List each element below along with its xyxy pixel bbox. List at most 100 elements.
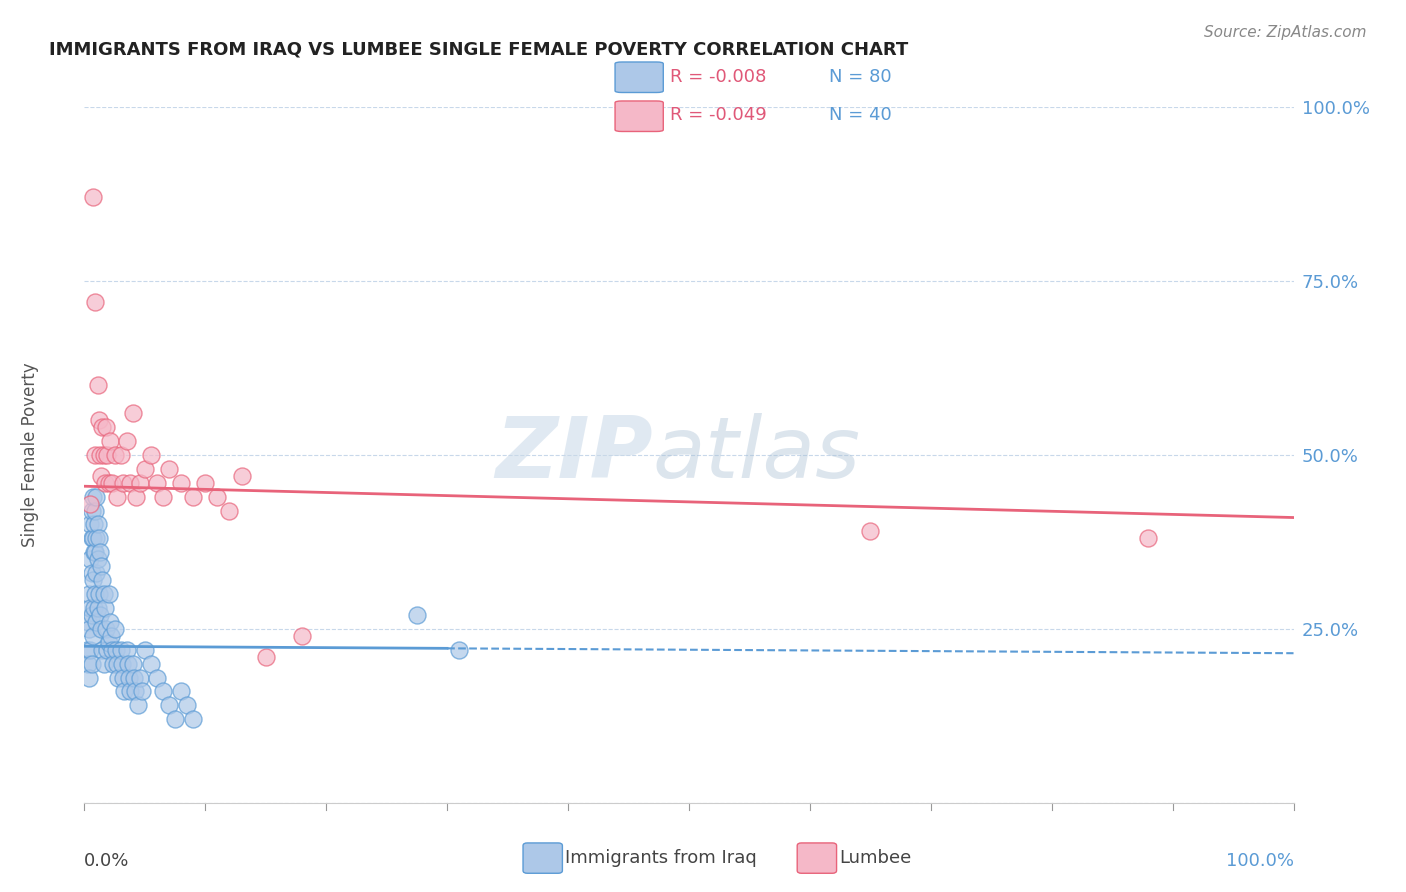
Point [104, 642, 127, 657]
Point [124, 684, 146, 698]
Point [254, 649, 277, 664]
Point [82, 573, 104, 587]
Text: Single Female Poverty: Single Female Poverty [21, 363, 39, 547]
FancyBboxPatch shape [614, 62, 664, 93]
Point [80, 532, 103, 546]
Point [170, 475, 193, 490]
Point [97, 636, 120, 650]
Point [107, 671, 129, 685]
Point [118, 671, 141, 685]
Point [115, 642, 138, 657]
Point [91, 420, 114, 434]
Point [79, 552, 101, 566]
Point [83, 517, 105, 532]
Point [77, 615, 100, 629]
Point [127, 698, 149, 713]
Point [91, 573, 114, 587]
Point [125, 490, 148, 504]
Point [91, 642, 114, 657]
Text: Lumbee: Lumbee [839, 849, 911, 867]
Point [139, 448, 162, 462]
Point [181, 490, 204, 504]
Point [82, 490, 104, 504]
Point [93, 657, 115, 671]
Point [104, 448, 127, 462]
Point [97, 475, 120, 490]
Point [84, 448, 107, 462]
Point [101, 642, 124, 657]
Point [105, 657, 128, 671]
Point [103, 657, 125, 671]
Point [93, 587, 115, 601]
Point [79, 642, 101, 657]
Point [87, 413, 110, 427]
Point [82, 190, 104, 204]
Point [131, 684, 153, 698]
Point [105, 490, 128, 504]
Point [80, 503, 103, 517]
Point [121, 406, 143, 420]
Point [84, 503, 107, 517]
Point [94, 622, 117, 636]
Point [86, 552, 108, 566]
Point [94, 475, 117, 490]
Point [89, 448, 111, 462]
Point [176, 698, 198, 713]
Text: Immigrants from Iraq: Immigrants from Iraq [565, 849, 756, 867]
Point [117, 657, 139, 671]
Point [84, 294, 107, 309]
Text: Source: ZipAtlas.com: Source: ZipAtlas.com [1204, 25, 1367, 40]
Point [139, 657, 162, 671]
Point [152, 684, 174, 698]
Point [115, 434, 138, 448]
Point [98, 615, 121, 629]
Point [82, 629, 104, 643]
Point [77, 587, 100, 601]
Point [77, 671, 100, 685]
Point [79, 497, 101, 511]
Point [97, 587, 120, 601]
Text: ZIP: ZIP [495, 413, 652, 497]
Point [112, 475, 135, 490]
Point [83, 601, 105, 615]
Point [859, 524, 882, 539]
Point [134, 462, 156, 476]
Point [82, 532, 104, 546]
Point [101, 475, 124, 490]
Point [207, 490, 229, 504]
Point [110, 448, 132, 462]
Point [93, 448, 115, 462]
Point [110, 642, 132, 657]
Point [112, 684, 135, 698]
Point [121, 657, 143, 671]
Point [146, 475, 169, 490]
Point [86, 517, 108, 532]
Point [90, 468, 112, 483]
Point [87, 587, 110, 601]
FancyBboxPatch shape [614, 101, 664, 131]
Point [170, 684, 193, 698]
Point [449, 642, 471, 657]
Point [77, 657, 100, 671]
Point [94, 601, 117, 615]
Point [86, 378, 108, 392]
Text: atlas: atlas [652, 413, 860, 497]
Point [194, 475, 217, 490]
Point [165, 712, 187, 726]
Point [406, 607, 429, 622]
Point [104, 622, 127, 636]
Point [90, 559, 112, 574]
Point [129, 475, 152, 490]
Point [291, 629, 314, 643]
Point [129, 671, 152, 685]
Point [86, 566, 108, 581]
Point [86, 532, 108, 546]
Point [89, 607, 111, 622]
Point [111, 657, 134, 671]
Point [122, 671, 145, 685]
Text: N = 80: N = 80 [828, 69, 891, 87]
Point [218, 503, 240, 517]
Point [77, 622, 100, 636]
Point [84, 587, 107, 601]
Point [152, 490, 174, 504]
